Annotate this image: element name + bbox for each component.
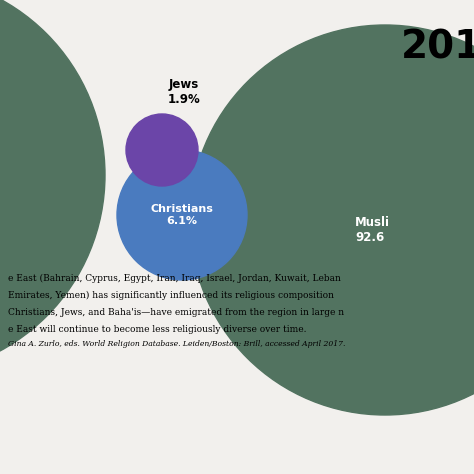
Circle shape: [0, 0, 105, 375]
Text: Musli
92.6: Musli 92.6: [355, 216, 390, 244]
Text: Jews
1.9%: Jews 1.9%: [168, 78, 201, 106]
Text: e East (Bahrain, Cyprus, Egypt, Iran, Iraq, Israel, Jordan, Kuwait, Leban: e East (Bahrain, Cyprus, Egypt, Iran, Ir…: [8, 274, 341, 283]
Text: Emirates, Yemen) has significantly influenced its religious composition: Emirates, Yemen) has significantly influ…: [8, 291, 334, 300]
Circle shape: [190, 25, 474, 415]
Text: 2015: 2015: [401, 28, 474, 66]
Text: e East will continue to become less religiously diverse over time.: e East will continue to become less reli…: [8, 325, 307, 334]
Circle shape: [126, 114, 198, 186]
Circle shape: [117, 150, 247, 280]
Text: Christians, Jews, and Baha'is—have emigrated from the region in large n: Christians, Jews, and Baha'is—have emigr…: [8, 308, 344, 317]
Text: Gina A. Zurlo, eds. World Religion Database. Leiden/Boston: Brill, accessed Apri: Gina A. Zurlo, eds. World Religion Datab…: [8, 340, 346, 348]
Text: Christians
6.1%: Christians 6.1%: [151, 204, 213, 226]
